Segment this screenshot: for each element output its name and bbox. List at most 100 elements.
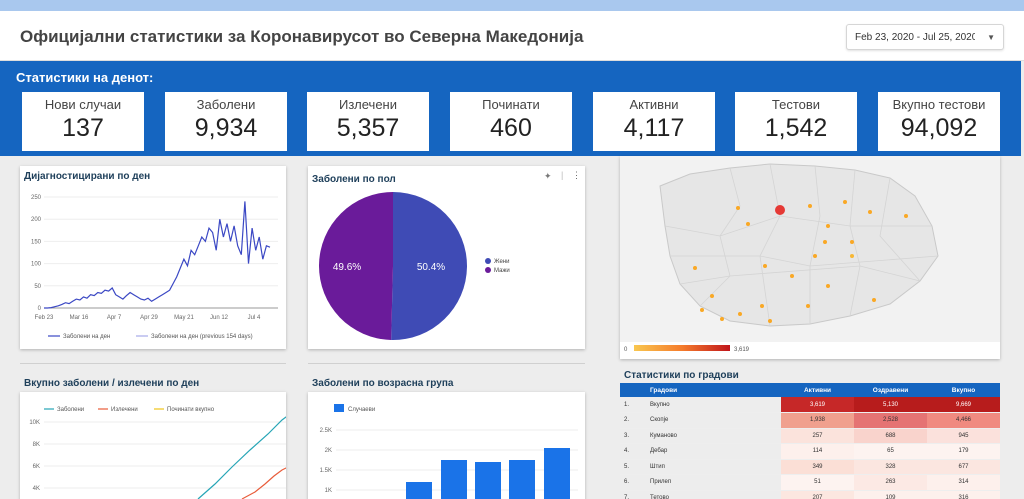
legend-cases: Случаеви <box>348 407 375 413</box>
header-city[interactable]: Градови <box>646 383 781 397</box>
date-range-selector[interactable]: Feb 23, 2020 - Jul 25, 2020 ▼ <box>846 24 1004 50</box>
x-tick-label: Mar 16 <box>70 315 89 321</box>
kpi-value: 94,092 <box>900 114 978 142</box>
age-bar-chart: Случаеви 1K 1.5K 2K 2.5K <box>320 404 578 499</box>
map-dot <box>806 304 810 308</box>
legend-dot-women <box>485 258 491 264</box>
kpi-card-recovered: Излечени 5,357 <box>307 92 429 151</box>
age-bar <box>509 460 535 499</box>
x-tick-label: Jun 12 <box>210 315 229 321</box>
kpi-value: 9,934 <box>194 114 258 142</box>
map-dot <box>768 319 772 323</box>
y-tick-label: 8K <box>33 442 40 448</box>
map-dot <box>700 308 704 312</box>
map-dot <box>808 204 812 208</box>
table-row: 4. Дебар 114 65 179 <box>620 443 1000 460</box>
city-name: Куманово <box>646 428 781 444</box>
total-count: 4,466 <box>927 412 1000 429</box>
kpi-label: Тестови <box>771 97 821 112</box>
kpi-card-total-tests: Вкупно тестови 94,092 <box>878 92 1000 151</box>
kpi-card-new-cases: Нови случаи 137 <box>22 92 144 151</box>
macedonia-map: 0 3,619 <box>620 156 1000 353</box>
map-color-scale <box>634 345 730 351</box>
map-dot <box>775 205 785 215</box>
date-range-value: Feb 23, 2020 - Jul 25, 2020 <box>855 32 975 43</box>
table-row: 6. Прилеп 51 263 314 <box>620 474 1000 491</box>
recovered-count: 109 <box>854 490 927 499</box>
cumulative-chart: Заболени Излечени Починати вкупно 4K 6K 8K… <box>29 407 286 499</box>
section-divider <box>20 363 286 364</box>
recovered-count: 2,528 <box>854 412 927 429</box>
kpi-card-tests: Тестови 1,542 <box>735 92 857 151</box>
legend-previous: Заболени на ден (previous 154 days) <box>151 334 253 340</box>
y-tick-label: 2.5K <box>320 428 332 434</box>
pie-slice-men <box>319 192 393 340</box>
daily-cases-line <box>44 201 271 309</box>
map-panel: 0 3,619 <box>620 156 1000 359</box>
chevron-down-icon[interactable]: ▼ <box>987 33 995 42</box>
map-dot <box>843 200 847 204</box>
gender-panel: Заболени по пол ✦ | ⋮ 50.4% 49.6% Жени М… <box>308 166 585 349</box>
legend-daily: Заболени на ден <box>63 334 110 340</box>
y-tick-label: 50 <box>34 284 41 290</box>
x-tick-label: Apr 7 <box>107 315 122 321</box>
map-scale-min: 0 <box>624 347 628 353</box>
total-count: 316 <box>927 490 1000 499</box>
divider-icon: | <box>561 170 564 180</box>
header-recovered[interactable]: Оздравени <box>854 383 927 397</box>
legend-deaths: Починати вкупно <box>167 407 215 413</box>
row-index: 5. <box>620 459 646 475</box>
y-tick-label: 1.5K <box>320 468 332 474</box>
kpi-value: 460 <box>490 114 532 142</box>
map-dot <box>763 264 767 268</box>
sparkle-icon[interactable]: ✦ <box>544 171 552 181</box>
map-dot <box>813 254 817 258</box>
kpi-band: Статистики на денот: Нови случаи 137 Заб… <box>0 61 1021 156</box>
map-dot <box>746 222 750 226</box>
map-dot <box>850 254 854 258</box>
map-dot <box>790 274 794 278</box>
map-dot <box>736 206 740 210</box>
city-name: Скопје <box>646 412 781 429</box>
legend-infected: Заболени <box>57 407 84 413</box>
gender-pie-chart: 50.4% 49.6% Жени Мажи <box>319 192 510 340</box>
map-dot <box>693 266 697 270</box>
y-tick-label: 150 <box>31 239 42 245</box>
x-tick-label: Jul 4 <box>248 315 261 321</box>
recovered-count: 328 <box>854 459 927 475</box>
y-tick-label: 100 <box>31 262 42 268</box>
y-tick-label: 1K <box>325 488 332 494</box>
kpi-card-active: Активни 4,117 <box>593 92 715 151</box>
header-active[interactable]: Активни <box>781 383 854 397</box>
cumulative-recovered-line <box>241 467 286 499</box>
row-index: 3. <box>620 428 646 444</box>
city-name: Вкупно <box>646 397 781 413</box>
row-index: 4. <box>620 443 646 460</box>
daily-cases-panel: Дијагностицирани по ден 0 50 100 150 200 250 … <box>20 166 286 349</box>
map-dots <box>693 200 908 323</box>
pie-slice-women <box>391 192 468 340</box>
header-total[interactable]: Вкупно <box>927 383 1000 397</box>
recovered-count: 65 <box>854 443 927 460</box>
pie-label-women: 50.4% <box>417 262 445 273</box>
age-bar <box>406 482 432 499</box>
age-bar <box>544 448 570 499</box>
x-tick-label: Feb 23 <box>35 315 54 321</box>
total-count: 9,669 <box>927 397 1000 413</box>
total-count: 314 <box>927 474 1000 491</box>
table-row: 7. Тетово 207 109 316 <box>620 490 1000 499</box>
recovered-count: 263 <box>854 474 927 491</box>
table-row: 2. Скопје 1,938 2,528 4,466 <box>620 412 1000 429</box>
kpi-value: 1,542 <box>764 114 828 142</box>
table-header-row: Градови Активни Оздравени Вкупно <box>620 383 1000 397</box>
more-options-icon[interactable]: ⋮ <box>572 170 581 180</box>
y-tick-label: 6K <box>33 464 40 470</box>
kpi-label: Нови случаи <box>44 97 122 112</box>
kpi-value: 4,117 <box>623 114 685 142</box>
y-tick-label: 2K <box>325 448 332 454</box>
active-count: 207 <box>781 490 854 499</box>
y-tick-label: 10K <box>29 420 40 426</box>
row-index: 6. <box>620 474 646 491</box>
gender-title: Заболени по пол <box>312 174 396 185</box>
map-dot <box>760 304 764 308</box>
